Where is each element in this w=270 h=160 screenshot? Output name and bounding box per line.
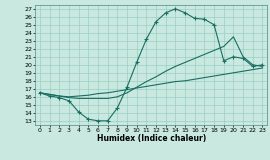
X-axis label: Humidex (Indice chaleur): Humidex (Indice chaleur): [97, 134, 206, 143]
